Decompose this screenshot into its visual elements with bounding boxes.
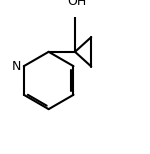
Text: N: N bbox=[12, 60, 22, 73]
Text: OH: OH bbox=[67, 0, 86, 8]
